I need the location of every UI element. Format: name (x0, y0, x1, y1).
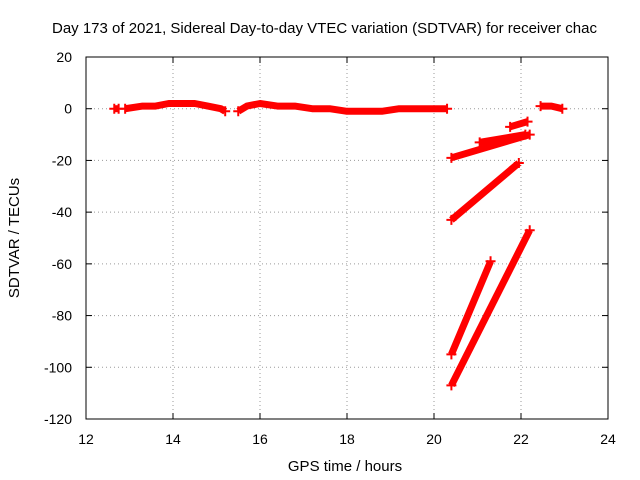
x-tick-label: 20 (426, 431, 442, 447)
y-tick-label: -40 (52, 204, 72, 220)
data-point (233, 106, 244, 117)
data-trace (448, 259, 494, 356)
data-trace (124, 100, 227, 115)
data-point (446, 349, 457, 360)
data-point (446, 214, 457, 225)
data-point (220, 106, 231, 117)
y-axis-label: SDTVAR / TECUs (6, 178, 23, 298)
y-tick-label: -120 (44, 411, 72, 427)
y-tick-label: 0 (64, 101, 72, 117)
data-trace (236, 100, 448, 115)
data-point (442, 103, 453, 114)
data-point (522, 116, 533, 127)
x-tick-label: 22 (513, 431, 529, 447)
data-trace (449, 160, 522, 223)
data-point (505, 121, 516, 132)
x-tick-label: 16 (252, 431, 268, 447)
data-point (120, 103, 131, 114)
x-tick-label: 18 (339, 431, 355, 447)
data-point (446, 152, 457, 163)
y-tick-label: -20 (52, 152, 72, 168)
data-point (557, 103, 568, 114)
axis-ticks: 12 14 16 18 20 22 24 20 0 -20 -40 -60 -80 -100 -120 (44, 49, 616, 447)
data-point (535, 101, 546, 112)
x-tick-label: 24 (600, 431, 616, 447)
chart-title: Day 173 of 2021, Sidereal Day-to-day VTE… (52, 20, 597, 37)
data-point (474, 137, 485, 148)
y-tick-label: -80 (52, 308, 72, 324)
data-point (485, 256, 496, 267)
x-tick-label: 12 (78, 431, 94, 447)
data-trace (479, 131, 526, 146)
y-tick-label: -100 (44, 359, 72, 375)
x-tick-label: 14 (165, 431, 181, 447)
data-point (524, 225, 535, 236)
data-marks (109, 100, 568, 391)
data-trace (448, 228, 533, 387)
data-point (446, 380, 457, 391)
y-tick-label: 20 (56, 49, 72, 65)
y-tick-label: -60 (52, 256, 72, 272)
data-point (513, 158, 524, 169)
x-axis-label: GPS time / hours (288, 458, 402, 475)
data-point (520, 129, 531, 140)
